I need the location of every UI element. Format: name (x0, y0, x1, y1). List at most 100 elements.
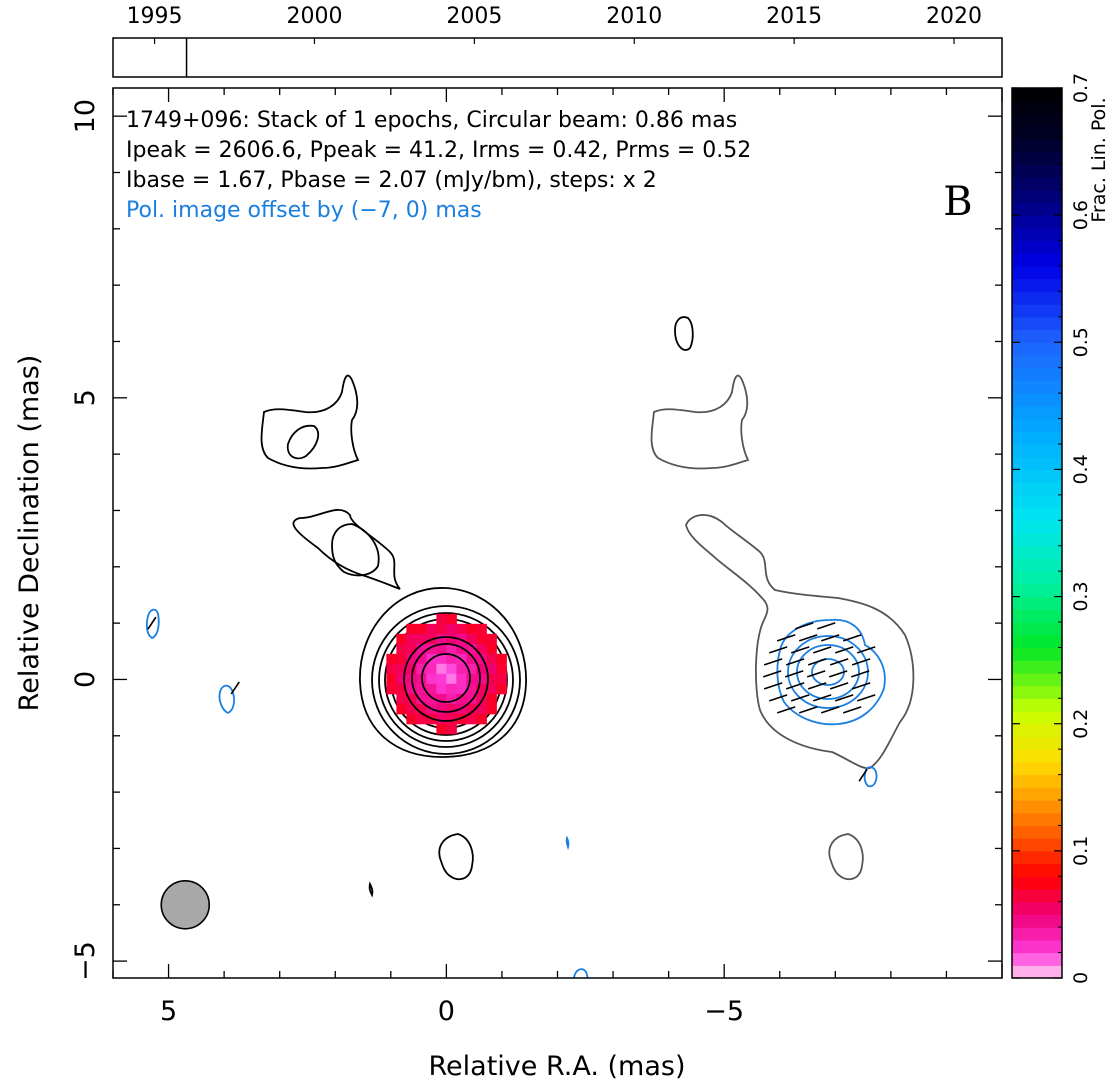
frac-pol-pixel (396, 643, 407, 655)
frac-pol-pixel (466, 713, 477, 725)
colorbar-tick-label: 0.4 (1070, 454, 1092, 484)
colorbar-band (1012, 113, 1062, 127)
frac-pol-pixel (406, 623, 417, 635)
timeline-tick-label: 2020 (926, 4, 982, 29)
frac-pol-pixel (476, 633, 487, 645)
frac-pol-pixel (446, 693, 457, 705)
frac-pol-pixel (406, 663, 417, 675)
timeline-tick-label: 1995 (127, 4, 183, 29)
frac-pol-pixel (396, 673, 407, 685)
frac-pol-pixel (476, 683, 487, 695)
evpa-tick (763, 682, 783, 690)
evpa-tick (762, 670, 782, 678)
evpa-tick (785, 658, 805, 666)
frac-pol-pixel (456, 623, 467, 635)
evpa-tick (812, 646, 832, 654)
colorbar-band (1012, 825, 1062, 839)
evpa-tick (816, 622, 836, 630)
frac-pol-pixel (386, 673, 397, 685)
frac-pol-pixel (436, 713, 447, 725)
colorbar-band (1012, 622, 1062, 636)
frac-pol-pixel (446, 613, 457, 625)
colorbar-band (1012, 507, 1062, 521)
pol-contour-south-2 (565, 835, 570, 851)
colorbar-band (1012, 520, 1062, 534)
evpa-tick (820, 634, 840, 642)
evpa-ticks (147, 616, 876, 782)
frac-pol-pixel (446, 663, 457, 675)
colorbar-band (1012, 482, 1062, 496)
colorbar-band (1012, 88, 1062, 102)
frac-pol-pixel (466, 683, 477, 695)
frac-pol-pixel (436, 683, 447, 695)
i-contour-middle-inner (331, 523, 380, 577)
evpa-tick (147, 616, 157, 630)
colorbar-tick-label: 0.3 (1070, 581, 1092, 611)
evpa-tick (829, 658, 849, 666)
evpa-tick (230, 681, 240, 695)
colorbar-band (1012, 316, 1062, 331)
panel-letter: B (943, 179, 972, 225)
frac-pol-pixel (396, 633, 407, 645)
pol-contour-west-1 (145, 608, 160, 639)
colorbar-band (1012, 138, 1062, 153)
evpa-tick (776, 634, 796, 642)
frac-pol-pixel (486, 643, 497, 655)
colorbar-band (1012, 177, 1062, 191)
colorbar-band (1012, 596, 1062, 610)
frac-pol-pixel (476, 653, 487, 665)
evpa-tick (806, 670, 826, 678)
timeline-tick-label: 2010 (606, 4, 662, 29)
timeline-panel: 1995 2000 2005 2010 2015 2020 (112, 4, 1003, 78)
frac-pol-pixel (426, 693, 437, 705)
frac-pol-pixel (436, 643, 447, 655)
frac-pol-pixel (396, 683, 407, 695)
frac-pol-pixel (416, 703, 427, 715)
frac-pol-pixel (476, 663, 487, 675)
evpa-tick (768, 694, 788, 702)
pol-contour-3 (796, 644, 860, 700)
frac-pol-pixel (436, 703, 447, 715)
colorbar-band (1012, 444, 1062, 458)
frac-pol-pixel (406, 693, 417, 705)
colorbar-band (1012, 914, 1062, 928)
frac-pol-pixel (406, 683, 417, 695)
frac-pol-pixel (476, 713, 487, 725)
colorbar-band (1012, 329, 1062, 343)
colorbar-band (1012, 355, 1062, 369)
colorbar-band (1012, 291, 1062, 305)
evpa-tick (856, 694, 876, 702)
header-line-3: Ibase = 1.67, Pbase = 2.07 (mJy/bm), ste… (126, 168, 657, 193)
colorbar: 0 0.1 0.2 0.3 0.4 0.5 0.6 0.7 Frac. Lin. Pol. (1011, 73, 1110, 984)
frac-pol-pixel (486, 633, 497, 645)
frac-pol-pixel (486, 683, 497, 695)
frac-pol-pixel (416, 713, 427, 725)
colorbar-band (1012, 660, 1062, 674)
colorbar-tick-label: 0.2 (1070, 709, 1092, 739)
frac-pol-pixel (416, 653, 427, 665)
frac-pol-pixel (486, 693, 497, 705)
colorbar-band (1012, 456, 1062, 471)
colorbar-band (1012, 647, 1062, 661)
frac-pol-pixel (456, 713, 467, 725)
colorbar-band (1012, 266, 1062, 280)
colorbar-band (1012, 736, 1062, 750)
colorbar-band (1012, 100, 1062, 115)
evpa-tick (856, 646, 876, 654)
header-line-2: Ipeak = 2606.6, Ppeak = 41.2, Irms = 0.4… (126, 138, 751, 163)
pol-contour-outer (776, 618, 886, 726)
pol-contour-bottom (573, 968, 589, 978)
colorbar-tick-label: 0.7 (1070, 73, 1092, 103)
evpa-tick (850, 670, 870, 678)
offset-i-contours (650, 374, 915, 881)
colorbar-tick-label: 0 (1070, 972, 1092, 984)
timeline-tick-label: 2015 (766, 4, 822, 29)
colorbar-band (1012, 889, 1062, 903)
timeline-tick-label: 2000 (286, 4, 342, 29)
evpa-tick (842, 706, 862, 714)
frac-pol-pixel (406, 653, 417, 665)
i-contour-core-outer (359, 587, 527, 758)
frac-pol-pixel (486, 673, 497, 685)
frac-pol-pixel (456, 693, 467, 705)
frac-pol-pixel (466, 623, 477, 635)
